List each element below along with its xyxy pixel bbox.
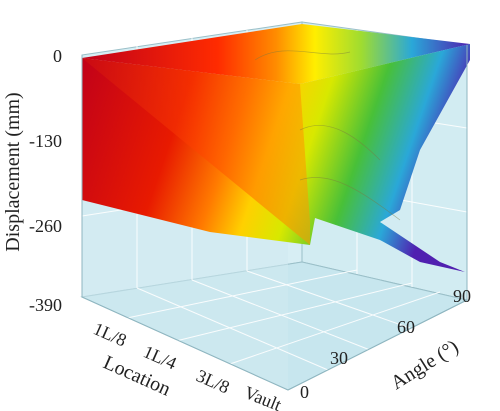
angle-tick-2: 60	[397, 317, 415, 337]
surface-contours	[254, 50, 401, 221]
location-tick-0: 1L/8	[90, 318, 129, 350]
angle-tick-1: 30	[330, 348, 348, 368]
angle-tick-0: 0	[300, 382, 309, 402]
z-axis-label: Displacement (mm)	[2, 92, 24, 251]
location-tick-3: Vault	[242, 382, 285, 411]
surface-top-plane	[82, 24, 470, 84]
z-tick-1: -130	[29, 131, 62, 151]
z-tick-3: -390	[29, 295, 62, 315]
angle-axis-label: Angle (°)	[387, 336, 462, 395]
box-frame	[81, 45, 468, 391]
z-tick-0: 0	[53, 46, 62, 66]
angle-tick-3: 90	[453, 286, 471, 306]
location-tick-2: 3L/8	[193, 365, 232, 397]
surface-front-slope	[82, 58, 310, 245]
z-tick-2: -260	[29, 216, 62, 236]
